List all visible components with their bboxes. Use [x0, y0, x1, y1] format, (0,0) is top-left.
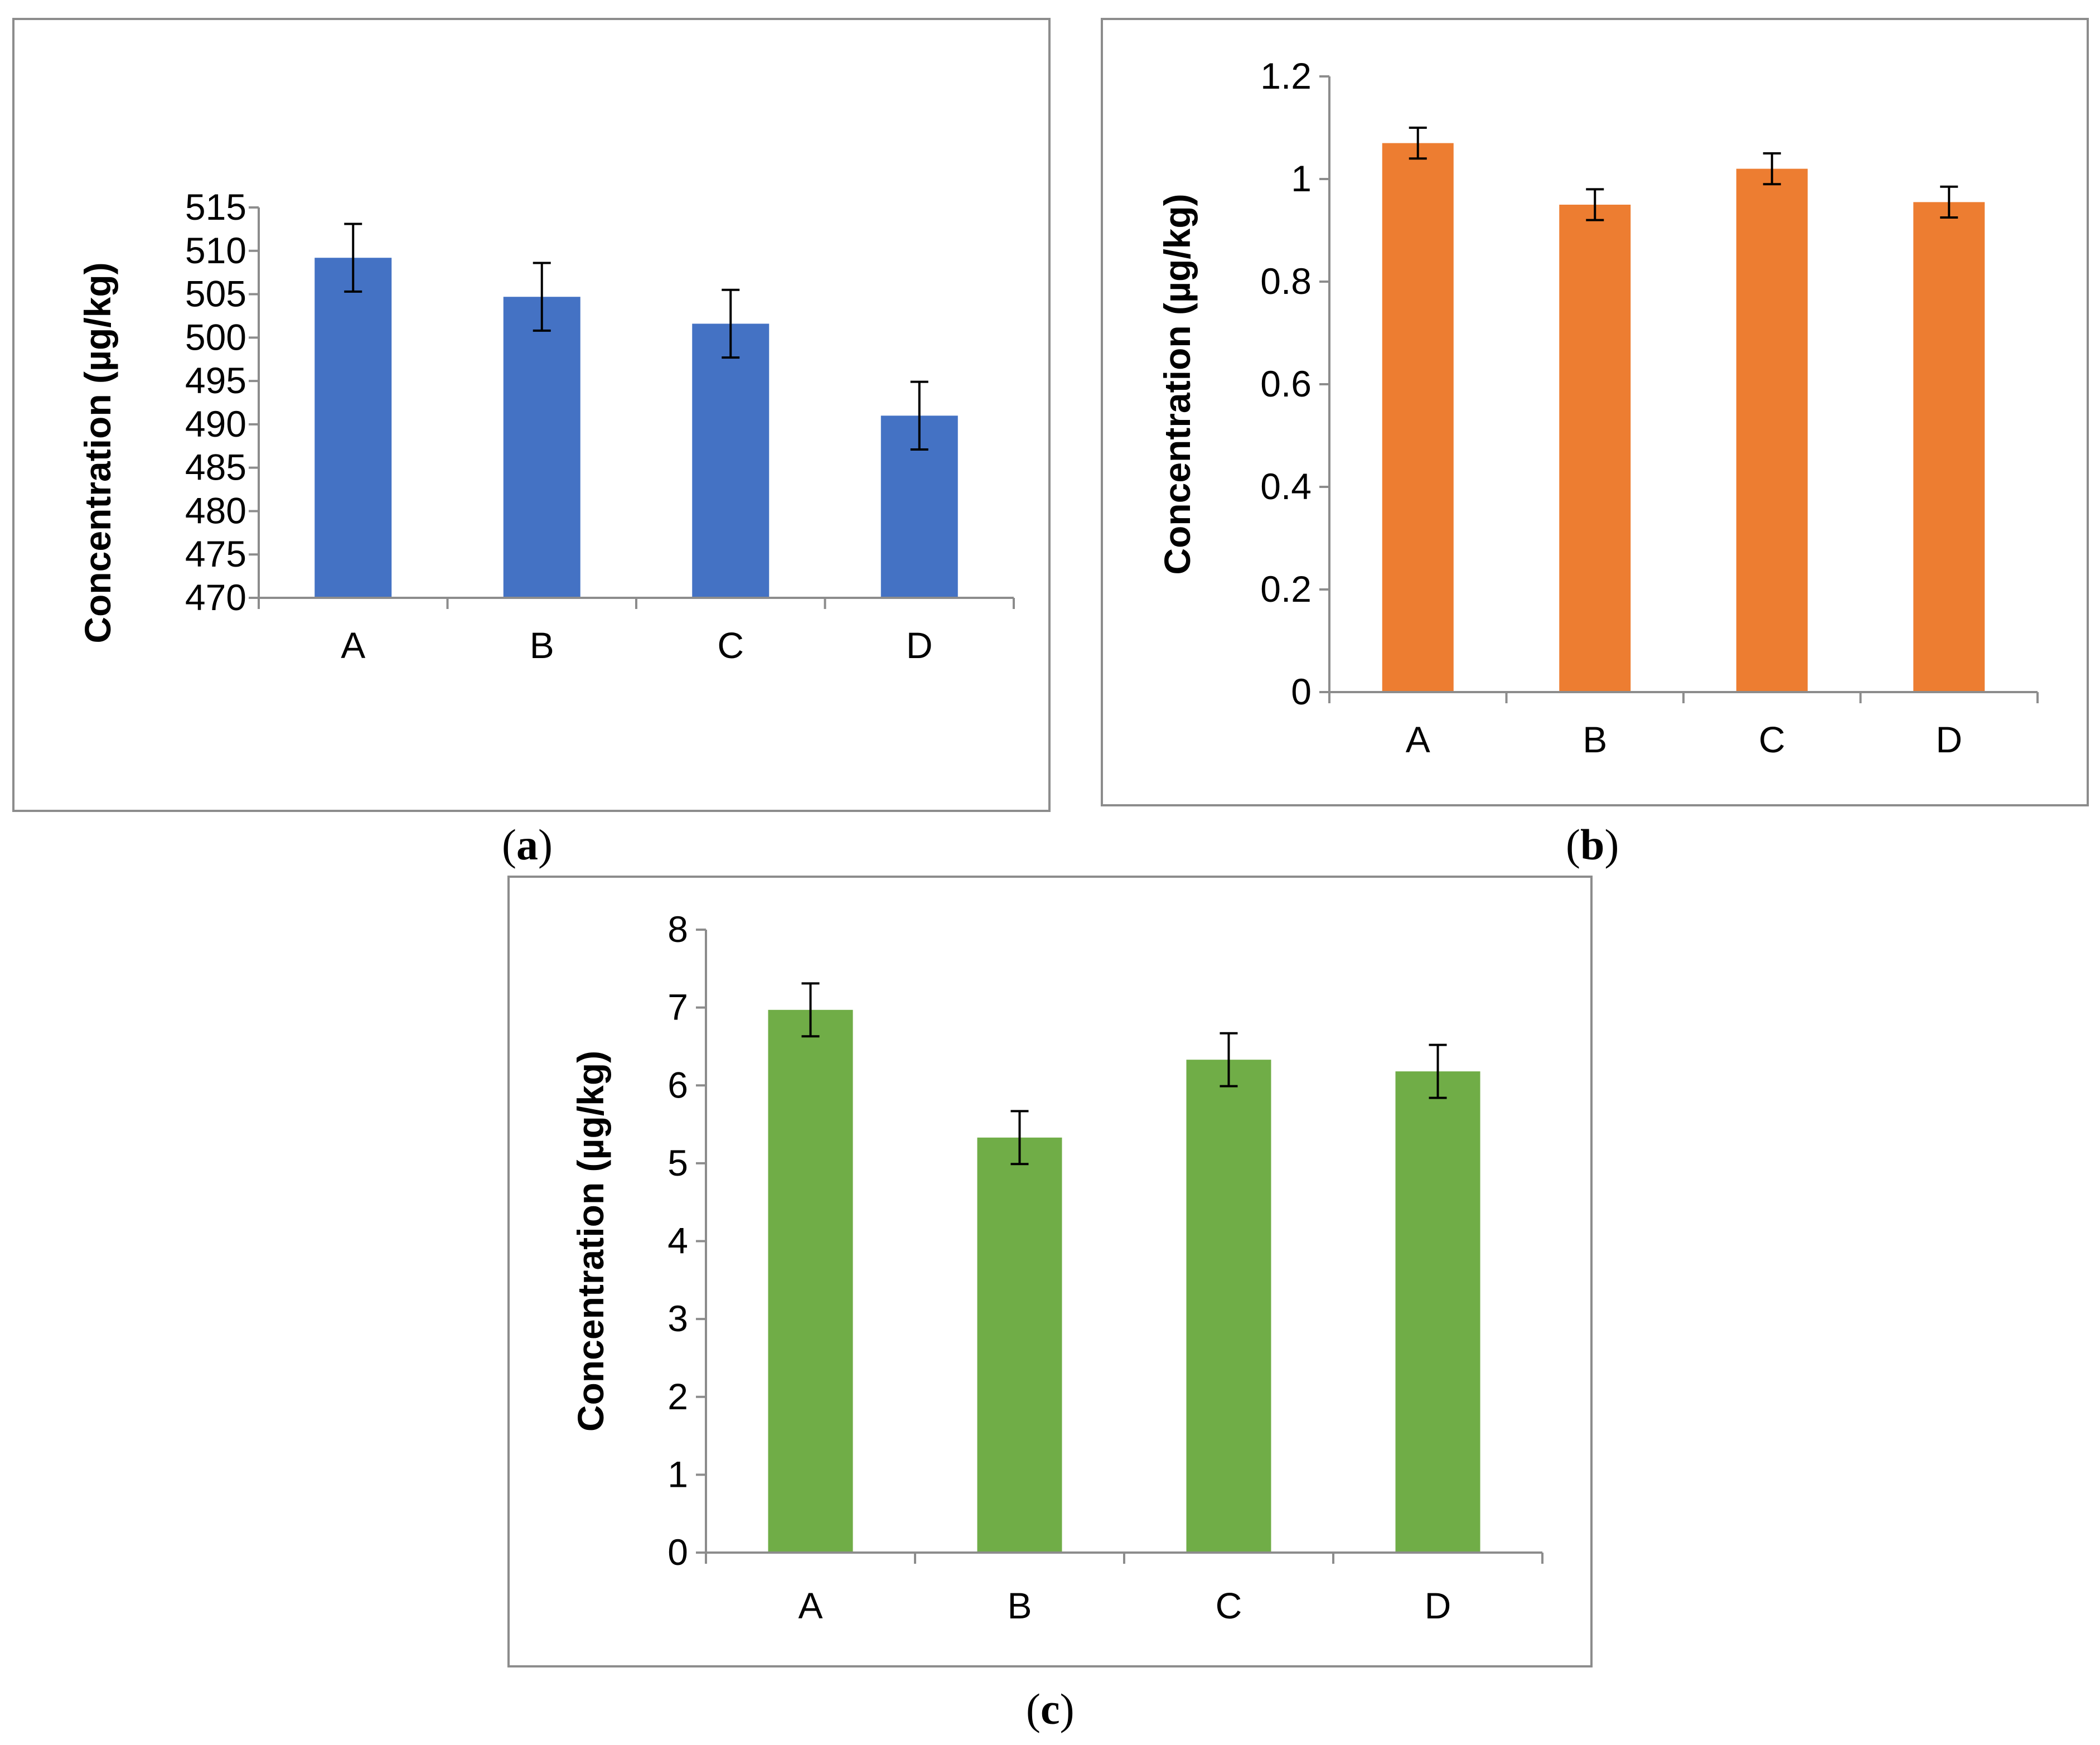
x-category-label-c: A — [798, 1585, 822, 1626]
y-tick-label-b: 0.4 — [1260, 466, 1312, 507]
y-tick-label-a: 500 — [185, 316, 246, 357]
bar-c-a — [768, 1009, 853, 1553]
error-bar-a-b — [533, 262, 551, 332]
y-axis-title-a: Concentration (µg/kg) — [77, 262, 118, 643]
x-category-label-c: B — [1007, 1585, 1032, 1626]
y-tick-label-a: 470 — [185, 577, 246, 618]
error-bar-b-a — [1409, 127, 1427, 160]
y-tick-label-a: 505 — [185, 273, 246, 315]
y-tick-label-c: 8 — [667, 908, 688, 950]
y-tick-label-c: 6 — [667, 1064, 688, 1105]
x-category-label-a: D — [906, 625, 933, 666]
bar-b-c — [1736, 168, 1808, 693]
y-tick-label-a: 495 — [185, 360, 246, 401]
chart-c-svg: 0 1 2 3 4 5 6 7 8 A B C D Concentration (µg/kg) — [570, 908, 1543, 1626]
y-tick-label-c: 5 — [667, 1142, 688, 1183]
y-tick-label-a: 480 — [185, 490, 246, 531]
x-category-label-a: C — [717, 625, 744, 666]
y-tick-label-c: 1 — [667, 1453, 688, 1495]
caption-b-label: b — [1580, 820, 1605, 869]
y-axis-title-c: Concentration (µg/kg) — [570, 1051, 611, 1432]
x-category-label-b: D — [1936, 719, 1962, 760]
error-bar-b-c — [1763, 152, 1781, 186]
y-tick-label-b: 0.2 — [1260, 568, 1312, 610]
bar-b-a — [1382, 143, 1454, 693]
error-bar-b-b — [1586, 188, 1604, 221]
error-bar-a-d — [910, 380, 928, 451]
y-tick-label-c: 3 — [667, 1298, 688, 1339]
y-tick-label-b: 0.6 — [1260, 363, 1312, 404]
x-category-label-b: C — [1759, 719, 1786, 760]
x-category-label-b: A — [1406, 719, 1430, 760]
y-tick-label-c: 7 — [667, 987, 688, 1028]
bar-b-b — [1559, 205, 1631, 692]
error-bar-c-c — [1220, 1032, 1238, 1087]
bar-c-b — [977, 1137, 1062, 1553]
x-category-label-a: A — [341, 625, 365, 666]
caption-a: (a) — [502, 820, 553, 869]
chart-b-svg: 0 0.2 0.4 0.6 0.8 1 1.2 A B C D Concentration (µg/k… — [1157, 55, 2039, 760]
bar-b-d — [1913, 202, 1985, 692]
error-bar-c-b — [1010, 1110, 1029, 1166]
y-tick-label-a: 490 — [185, 403, 246, 444]
y-tick-label-c: 2 — [667, 1376, 688, 1417]
bar-a-c — [692, 323, 770, 598]
y-tick-label-b: 1 — [1291, 158, 1312, 199]
caption-c: (c) — [1026, 1685, 1075, 1733]
y-tick-label-c: 0 — [667, 1531, 688, 1573]
y-tick-label-a: 515 — [185, 186, 246, 228]
chart-panel-a: 470 475 480 485 490 495 500 505 510 515 A B C D Concen… — [12, 18, 1051, 812]
y-tick-label-b: 0 — [1291, 671, 1312, 712]
y-tick-label-c: 4 — [667, 1220, 688, 1261]
bar-a-b — [503, 297, 580, 598]
x-category-label-c: C — [1216, 1585, 1242, 1626]
bar-c-c — [1186, 1060, 1271, 1553]
x-category-label-b: B — [1583, 719, 1607, 760]
error-bar-a-a — [344, 223, 362, 293]
error-bar-c-d — [1429, 1043, 1447, 1099]
y-axis-title-b: Concentration (µg/kg) — [1157, 194, 1198, 574]
caption-c-label: c — [1040, 1685, 1060, 1733]
y-tick-label-a: 510 — [185, 230, 246, 271]
bar-a-a — [314, 258, 392, 598]
bar-c-d — [1395, 1071, 1480, 1553]
caption-b: (b) — [1566, 820, 1619, 869]
x-category-label-a: B — [530, 625, 554, 666]
error-bar-a-c — [722, 288, 740, 359]
y-tick-label-a: 485 — [185, 447, 246, 488]
y-tick-label-a: 475 — [185, 533, 246, 574]
error-bar-b-d — [1940, 185, 1958, 219]
x-category-label-c: D — [1425, 1585, 1451, 1626]
error-bar-c-a — [801, 982, 820, 1038]
y-tick-label-b: 0.8 — [1260, 260, 1312, 302]
chart-panel-b: 0 0.2 0.4 0.6 0.8 1 1.2 A B C D Concentration (µg/k… — [1101, 18, 2089, 806]
caption-a-label: a — [516, 820, 538, 869]
chart-panel-c: 0 1 2 3 4 5 6 7 8 A B C D Concentration (µg/kg) — [507, 876, 1593, 1667]
y-tick-label-b: 1.2 — [1260, 55, 1312, 96]
